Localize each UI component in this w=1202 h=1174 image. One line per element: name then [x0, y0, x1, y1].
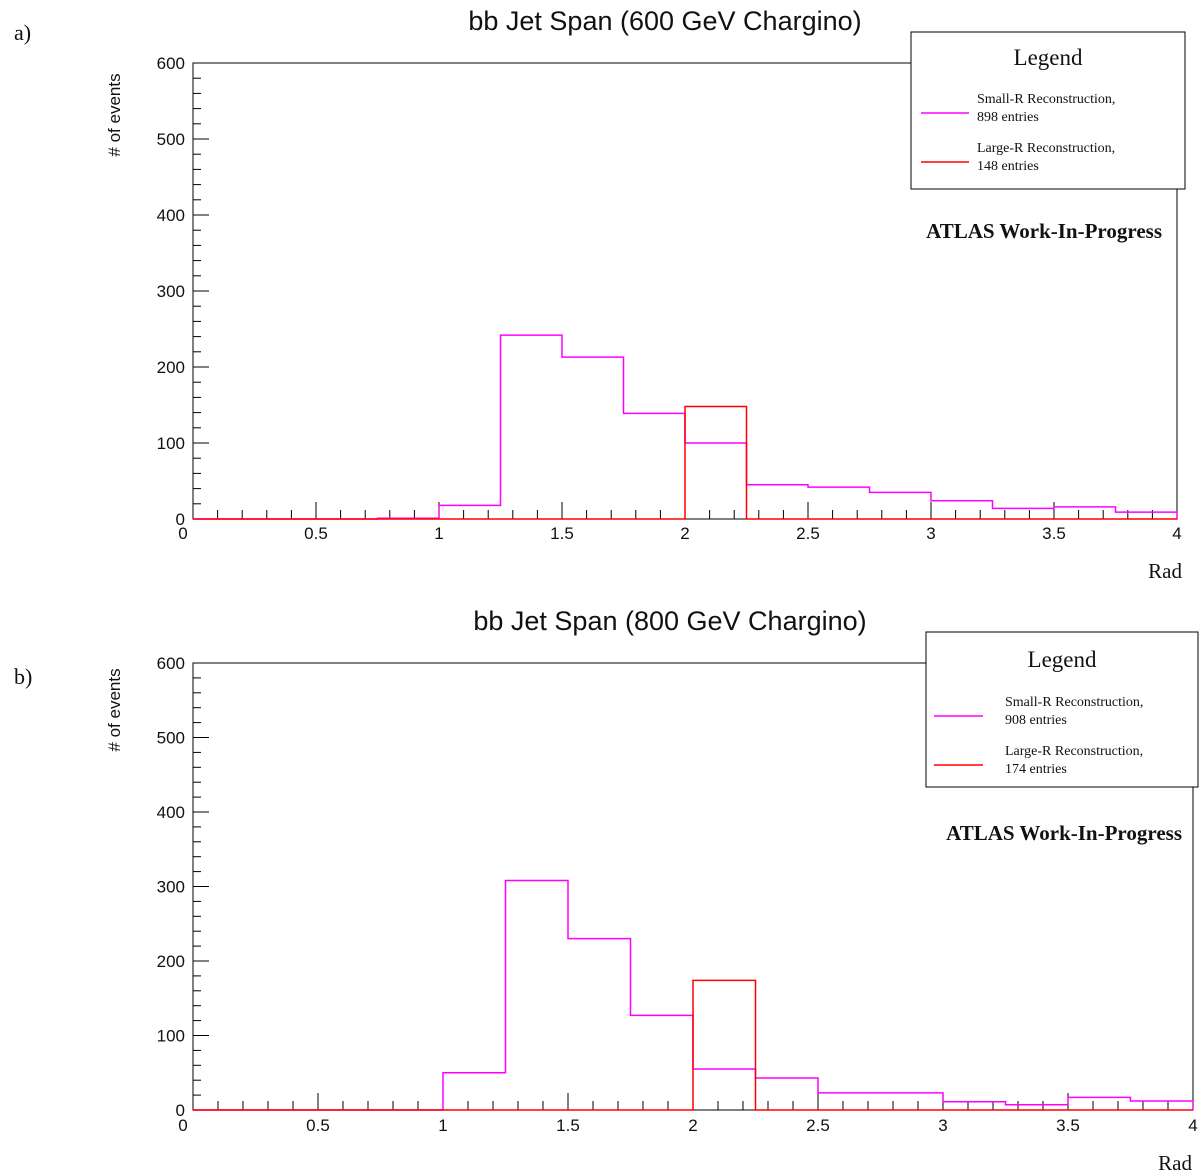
legend-entry-label: Small-R Reconstruction, — [1005, 695, 1143, 710]
legend: Legend Small-R Reconstruction, 908 entries… — [925, 631, 1199, 788]
x-tick-label: 4 — [1188, 1116, 1197, 1135]
legend-box — [925, 631, 1199, 788]
y-tick-label: 300 — [157, 878, 185, 897]
y-axis-label: # of events — [105, 668, 124, 751]
y-tick-label: 100 — [157, 434, 185, 453]
legend-entry-label: Large-R Reconstruction, — [977, 141, 1115, 156]
legend-entry-label: 148 entries — [977, 159, 1039, 174]
x-axis-label: Rad — [1158, 1151, 1192, 1174]
series-large-r-histogram — [193, 979, 1193, 1111]
x-tick-label: 1.5 — [556, 1116, 580, 1135]
panel-label: a) — [14, 20, 31, 45]
legend-entry-label: Large-R Reconstruction, — [1005, 744, 1143, 759]
legend-title: Legend — [1014, 45, 1083, 70]
y-tick-label: 0 — [176, 510, 185, 529]
legend: Legend Small-R Reconstruction, 898 entries… — [910, 31, 1186, 190]
y-tick-label: 300 — [157, 282, 185, 301]
x-tick-label: 0.5 — [304, 524, 328, 543]
atlas-label: ATLAS Work-In-Progress — [946, 821, 1182, 845]
chart-title: bb Jet Span (600 GeV Chargino) — [468, 6, 861, 36]
chart-panel: a) bb Jet Span (600 GeV Chargino) 0 100 200 3… — [14, 6, 1186, 583]
y-tick-label: 400 — [157, 803, 185, 822]
x-tick-label: 1.5 — [550, 524, 574, 543]
x-tick-label: 3.5 — [1056, 1116, 1080, 1135]
x-tick-label: 2.5 — [796, 524, 820, 543]
y-axis-label: # of events — [105, 73, 124, 156]
y-tick-label: 200 — [157, 952, 185, 971]
chart-title: bb Jet Span (800 GeV Chargino) — [473, 606, 866, 636]
legend-entry-label: 908 entries — [1005, 713, 1067, 728]
x-tick-label: 1 — [438, 1116, 447, 1135]
atlas-label: ATLAS Work-In-Progress — [926, 219, 1162, 243]
y-tick-label: 600 — [157, 54, 185, 73]
y-tick-label: 200 — [157, 358, 185, 377]
legend-entry-label: 174 entries — [1005, 762, 1067, 777]
panel-label: b) — [14, 664, 32, 689]
legend-entry-label: 898 entries — [977, 110, 1039, 125]
x-tick-label: 0 — [178, 1116, 187, 1135]
x-tick-label: 0 — [178, 524, 187, 543]
y-tick-label: 0 — [176, 1101, 185, 1120]
x-tick-label: 4 — [1172, 524, 1181, 543]
x-axis-label: Rad — [1148, 559, 1182, 583]
y-tick-label: 500 — [157, 729, 185, 748]
legend-entry-label: Small-R Reconstruction, — [977, 92, 1115, 107]
legend-title: Legend — [1028, 647, 1097, 672]
y-tick-label: 600 — [157, 654, 185, 673]
chart-panel: b) bb Jet Span (800 GeV Chargino) 0 100 200 3… — [14, 606, 1199, 1174]
legend-box — [910, 31, 1186, 190]
x-tick-label: 2.5 — [806, 1116, 830, 1135]
x-tick-label: 2 — [688, 1116, 697, 1135]
series-large-r-histogram — [193, 405, 1177, 520]
y-tick-label: 100 — [157, 1027, 185, 1046]
x-tick-label: 2 — [680, 524, 689, 543]
x-tick-label: 1 — [434, 524, 443, 543]
y-tick-label: 400 — [157, 206, 185, 225]
x-tick-label: 3 — [938, 1116, 947, 1135]
x-tick-label: 3.5 — [1042, 524, 1066, 543]
y-tick-label: 500 — [157, 130, 185, 149]
x-tick-label: 0.5 — [306, 1116, 330, 1135]
x-tick-label: 3 — [926, 524, 935, 543]
